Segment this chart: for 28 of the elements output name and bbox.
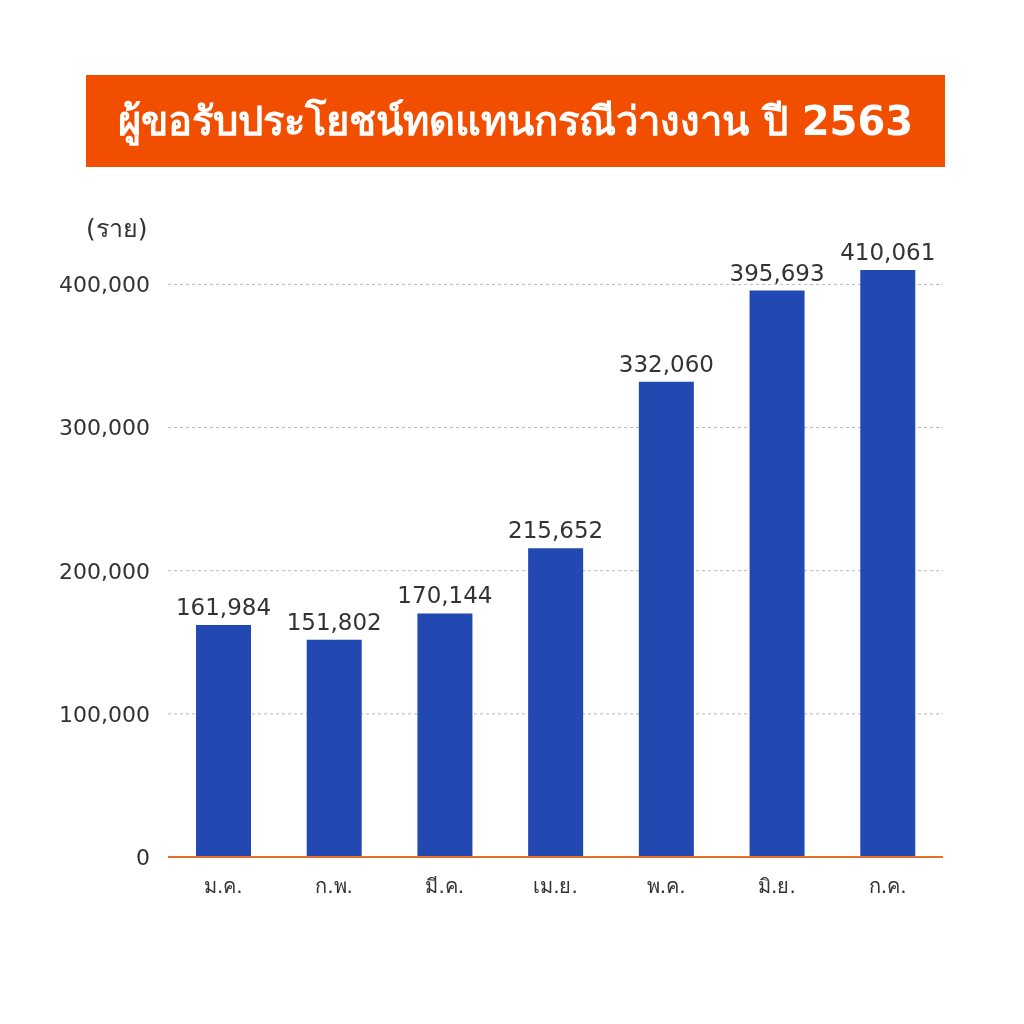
x-tick-label: ก.ค.	[868, 874, 907, 899]
y-tick-label: 200,000	[59, 558, 150, 584]
x-tick-label: พ.ค.	[646, 874, 686, 899]
bar	[749, 290, 805, 857]
y-axis-title: (ราย)	[86, 213, 148, 245]
x-tick-label: ก.พ.	[315, 874, 353, 899]
bar	[528, 548, 584, 857]
x-tick-label: มิ.ย.	[758, 874, 796, 899]
y-tick-label: 100,000	[59, 701, 150, 727]
y-tick-label: 0	[136, 844, 150, 870]
data-label: 215,652	[508, 517, 604, 544]
x-tick-label: มี.ค.	[425, 874, 465, 899]
x-tick-label: เม.ย.	[533, 874, 578, 899]
y-tick-label: 300,000	[59, 415, 150, 441]
data-label: 395,693	[729, 259, 825, 286]
data-label: 332,060	[618, 350, 714, 377]
y-tick-label: 400,000	[59, 272, 150, 298]
data-label: 161,984	[175, 594, 272, 621]
bar	[417, 613, 473, 857]
data-label: 151,802	[286, 608, 382, 635]
chart-title: ผู้ขอรับประโยชน์ทดแทนกรณีว่างงาน ปี 2563	[86, 75, 945, 167]
bar	[860, 270, 916, 857]
x-tick-label: ม.ค.	[204, 874, 243, 899]
data-label: 170,144	[397, 582, 493, 609]
bar	[196, 625, 251, 857]
data-label: 410,061	[840, 239, 936, 265]
bar	[638, 381, 694, 857]
bar	[306, 639, 362, 857]
